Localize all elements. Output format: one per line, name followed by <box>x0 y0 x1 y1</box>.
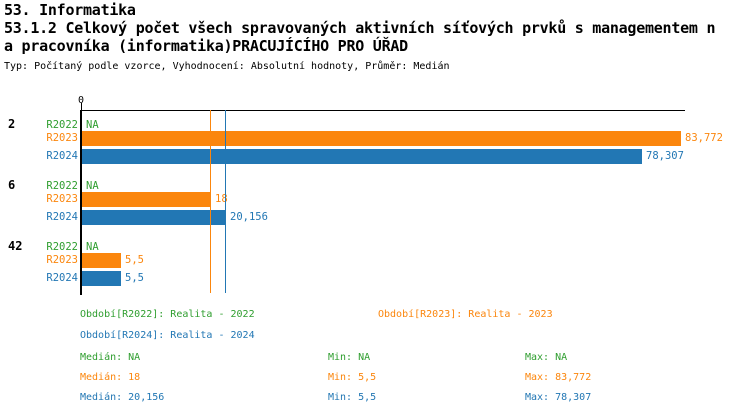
x-axis-line <box>81 109 685 111</box>
series-label-r2023: R2023 <box>46 254 78 266</box>
value-label-na: NA <box>86 119 99 131</box>
value-label: 20,156 <box>230 211 268 223</box>
x-axis-tick-label: 0 <box>78 95 85 106</box>
value-label-na: NA <box>86 241 99 253</box>
group-label: 2 <box>8 117 16 131</box>
series-label-r2023: R2023 <box>46 132 78 144</box>
legend-item-r2023: Období[R2023]: Realita - 2023 <box>378 309 553 320</box>
bar-r2023 <box>82 131 681 146</box>
indicator-meta: Typ: Počítaný podle vzorce, Vyhodnocení:… <box>4 61 450 72</box>
indicator-title-line1: 53.1.2 Celkový počet všech spravovaných … <box>4 19 716 37</box>
value-label: 83,772 <box>685 132 723 144</box>
median-line-r2023 <box>210 110 211 293</box>
stat-max-r2022: Max: NA <box>525 352 568 363</box>
x-axis-tick-mark <box>80 103 82 110</box>
bar-r2023 <box>82 192 211 207</box>
stat-max-r2024: Max: 78,307 <box>525 392 592 403</box>
series-label-r2022: R2022 <box>46 119 78 131</box>
series-label-r2024: R2024 <box>46 150 78 162</box>
bar-r2023 <box>82 253 121 268</box>
stat-median-r2022: Medián: NA <box>80 352 141 363</box>
y-axis-line <box>80 109 82 295</box>
indicator-title-line2: a pracovníka (informatika)PRACUJÍCÍHO PR… <box>4 37 408 55</box>
bar-r2024 <box>82 149 642 164</box>
series-label-r2022: R2022 <box>46 241 78 253</box>
stat-min-r2024: Min: 5,5 <box>328 392 377 403</box>
value-label: 18 <box>215 193 228 205</box>
section-title: 53. Informatika <box>4 1 136 19</box>
series-label-r2023: R2023 <box>46 193 78 205</box>
median-line-r2024 <box>225 110 226 293</box>
group-label: 6 <box>8 178 16 192</box>
value-label: 5,5 <box>125 254 144 266</box>
series-label-r2022: R2022 <box>46 180 78 192</box>
bar-r2024 <box>82 210 226 225</box>
stat-min-r2023: Min: 5,5 <box>328 372 377 383</box>
group-label: 42 <box>8 239 23 253</box>
value-label: 5,5 <box>125 272 144 284</box>
stat-median-r2024: Medián: 20,156 <box>80 392 165 403</box>
legend-item-r2022: Období[R2022]: Realita - 2022 <box>80 309 255 320</box>
series-label-r2024: R2024 <box>46 272 78 284</box>
bar-r2024 <box>82 271 121 286</box>
stat-max-r2023: Max: 83,772 <box>525 372 592 383</box>
stat-min-r2022: Min: NA <box>328 352 371 363</box>
legend-item-r2024: Období[R2024]: Realita - 2024 <box>80 330 255 341</box>
value-label: 78,307 <box>646 150 684 162</box>
value-label-na: NA <box>86 180 99 192</box>
stat-median-r2023: Medián: 18 <box>80 372 141 383</box>
series-label-r2024: R2024 <box>46 211 78 223</box>
